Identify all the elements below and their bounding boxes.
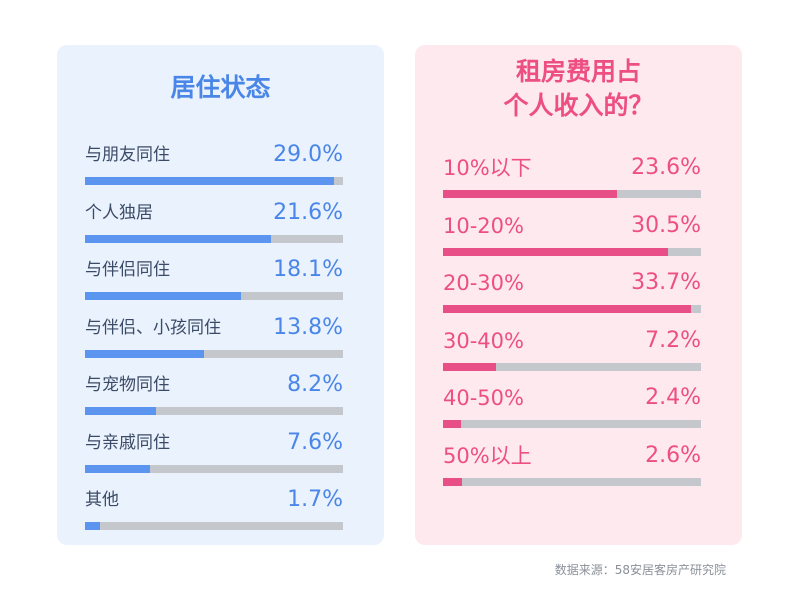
bar-track [443, 190, 701, 198]
bar-fill [85, 234, 271, 243]
bar-value-label: 33.7% [631, 270, 701, 295]
bar-value-label: 23.6% [631, 155, 701, 180]
bar-value-label: 29.0% [273, 142, 343, 167]
bar-value-label: 18.1% [273, 257, 343, 282]
bar-track [85, 349, 343, 358]
data-source-note: 数据来源：58安居客房产研究院 [554, 563, 726, 577]
bar-category-label: 与伴侣同住 [85, 260, 170, 280]
bar-category-label: 其他 [85, 490, 119, 510]
bar-value-label: 21.6% [273, 199, 343, 225]
bar-fill [85, 349, 204, 358]
bar-fill [443, 420, 461, 428]
bar-value-label: 2.6% [645, 442, 701, 468]
bar-row: 40-50% 2.4% [443, 385, 701, 444]
bar-value-label: 30.5% [631, 212, 701, 238]
bar-fill [85, 522, 100, 530]
bar-row: 其他 1.7% [85, 487, 343, 546]
bar-row: 个人独居 21.6% [85, 199, 343, 259]
bar-value-label: 7.6% [287, 429, 343, 455]
bar-fill [443, 362, 497, 371]
bar-row: 与伴侣同住 18.1% [85, 257, 343, 316]
rent-ratio-card: 租房费用占 个人收入的？ 10%以下 23.6% 10-20% 30.5% 20-30%… [415, 45, 742, 545]
bar-fill [443, 190, 617, 198]
bar-row: 20-30% 33.7% [443, 270, 701, 329]
bar-fill [85, 407, 156, 415]
bar-category-label: 40-50% [443, 386, 524, 410]
bar-row: 10-20% 30.5% [443, 212, 701, 272]
bar-fill [85, 464, 151, 473]
living-status-title: 居住状态 [170, 73, 271, 102]
bar-row: 与朋友同住 29.0% [85, 142, 343, 201]
bar-track [85, 407, 343, 415]
bar-category-label: 个人独居 [85, 202, 153, 223]
bar-track [443, 420, 701, 428]
bar-category-label: 与亲戚同住 [85, 432, 170, 453]
bar-fill [85, 177, 335, 185]
bar-value-label: 13.8% [273, 314, 343, 340]
bar-category-label: 10-20% [443, 213, 524, 238]
bar-value-label: 7.2% [645, 327, 701, 353]
bar-category-label: 与伴侣、小孩同住 [85, 317, 221, 338]
bar-row: 与亲戚同住 7.6% [85, 429, 343, 489]
bar-row: 30-40% 7.2% [443, 327, 701, 387]
bar-row: 与伴侣、小孩同住 13.8% [85, 314, 343, 374]
bar-value-label: 1.7% [287, 487, 343, 512]
bar-track [85, 522, 343, 530]
bar-track [85, 464, 343, 473]
bar-fill [443, 247, 668, 256]
bar-category-label: 50%以上 [443, 443, 532, 468]
bar-category-label: 10%以下 [443, 156, 532, 180]
bar-fill [443, 477, 463, 486]
bar-track [443, 305, 701, 313]
bar-track [443, 247, 701, 256]
bar-value-label: 2.4% [645, 385, 701, 410]
living-status-card: 居住状态 与朋友同住 29.0% 个人独居 21.6% 与伴侣同住 18.1% 与伴侣、小孩… [57, 45, 384, 545]
bar-category-label: 30-40% [443, 328, 524, 353]
bar-fill [443, 305, 692, 313]
bar-track [443, 362, 701, 371]
bar-track [443, 477, 701, 486]
bar-track [85, 177, 343, 185]
bar-category-label: 20-30% [443, 271, 524, 295]
bar-category-label: 与朋友同住 [85, 145, 170, 165]
rent-ratio-title: 租房费用占 个人收入的？ [503, 57, 654, 120]
bar-category-label: 与宠物同住 [85, 375, 170, 395]
bar-track [85, 292, 343, 300]
rent-ratio-rows: 10%以下 23.6% 10-20% 30.5% 20-30% 33.7% 30-40% 7.… [443, 155, 701, 502]
living-status-rows: 与朋友同住 29.0% 个人独居 21.6% 与伴侣同住 18.1% 与伴侣、小孩同住 13.… [85, 142, 343, 546]
bar-fill [85, 292, 241, 300]
bar-track [85, 234, 343, 243]
bar-row: 50%以上 2.6% [443, 442, 701, 502]
bar-row: 10%以下 23.6% [443, 155, 701, 214]
bar-value-label: 8.2% [287, 372, 343, 397]
bar-row: 与宠物同住 8.2% [85, 372, 343, 431]
